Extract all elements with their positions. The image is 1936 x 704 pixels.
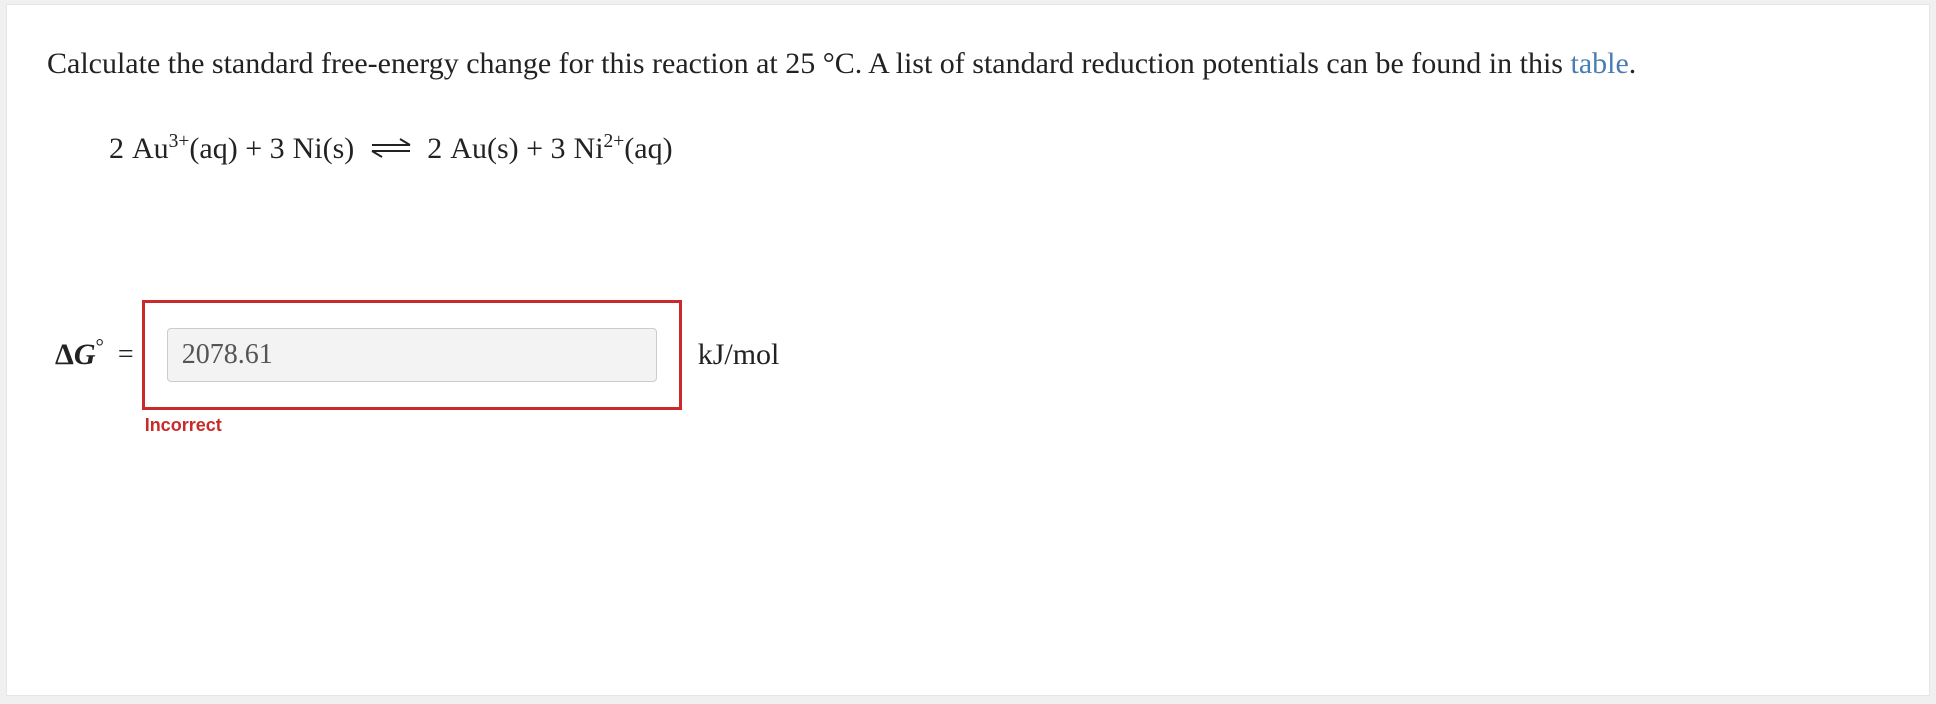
equals-sign: = bbox=[118, 339, 134, 371]
eq-rhs2-state: (aq) bbox=[624, 132, 672, 165]
eq-rhs1-state: (s) bbox=[487, 132, 519, 165]
table-link[interactable]: table bbox=[1570, 47, 1628, 80]
eq-plus2: + bbox=[519, 132, 551, 165]
eq-lhs-species1: Au3+(aq) bbox=[132, 132, 238, 165]
eq-rhs2-base: Ni bbox=[574, 132, 604, 165]
eq-lhs-species2: Ni(s) bbox=[293, 132, 355, 165]
eq-lhs-coef2: 3 bbox=[270, 132, 286, 165]
question-prompt: Calculate the standard free-energy chang… bbox=[47, 41, 1889, 88]
answer-input-wrapper: Incorrect bbox=[142, 300, 682, 410]
eq-lhs2-base: Ni bbox=[293, 132, 323, 165]
eq-rhs-coef2: 3 bbox=[551, 132, 567, 165]
answer-input[interactable] bbox=[167, 328, 657, 382]
eq-lhs-coef1: 2 bbox=[109, 132, 125, 165]
answer-row: ΔG° = Incorrect kJ/mol bbox=[55, 300, 1889, 410]
eq-lhs1-charge: 3+ bbox=[169, 131, 190, 152]
degree-symbol: ° bbox=[95, 334, 103, 358]
eq-plus1: + bbox=[238, 132, 270, 165]
eq-rhs-coef1: 2 bbox=[427, 132, 443, 165]
eq-rhs-species1: Au(s) bbox=[450, 132, 518, 165]
eq-rhs1-base: Au bbox=[450, 132, 487, 165]
prompt-text-pre: Calculate the standard free-energy chang… bbox=[47, 47, 1570, 80]
g-symbol: G bbox=[74, 338, 96, 371]
prompt-text-post: . bbox=[1629, 47, 1637, 80]
question-card: Calculate the standard free-energy chang… bbox=[6, 4, 1930, 696]
eq-rhs-species2: Ni2+(aq) bbox=[574, 132, 673, 165]
unit-label: kJ/mol bbox=[698, 338, 780, 372]
reaction-equation: 2 Au3+(aq) + 3 Ni(s) 2 Au(s) + 3 Ni2+(aq… bbox=[109, 132, 1889, 170]
eq-lhs1-state: (aq) bbox=[189, 132, 237, 165]
delta-symbol: Δ bbox=[55, 338, 74, 371]
feedback-label: Incorrect bbox=[145, 415, 222, 436]
eq-lhs1-base: Au bbox=[132, 132, 169, 165]
eq-rhs2-charge: 2+ bbox=[604, 131, 625, 152]
eq-lhs2-state: (s) bbox=[323, 132, 355, 165]
delta-g-label: ΔG° bbox=[55, 338, 104, 372]
equilibrium-arrow-icon bbox=[370, 132, 412, 166]
